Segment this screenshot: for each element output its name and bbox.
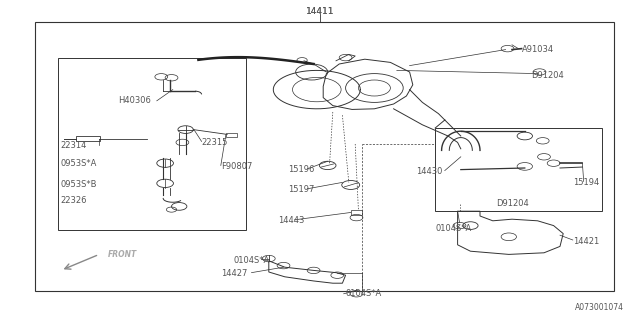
Text: 14427: 14427 (221, 269, 247, 278)
Text: 15196: 15196 (288, 165, 314, 174)
Bar (435, 128, 602, 211)
Text: 0953S*B: 0953S*B (61, 180, 97, 188)
Text: D91204: D91204 (496, 199, 529, 208)
Bar (35, 22, 614, 291)
Text: A073001074: A073001074 (575, 303, 624, 312)
Text: 0104S*A: 0104S*A (435, 224, 472, 233)
Text: 22315: 22315 (202, 138, 228, 147)
Text: 22326: 22326 (61, 196, 87, 204)
Bar (76, 136, 100, 141)
Text: FRONT: FRONT (108, 250, 137, 259)
Bar (351, 210, 362, 215)
Text: 0104S*A: 0104S*A (234, 256, 270, 265)
Text: 0953S*A: 0953S*A (61, 159, 97, 168)
Bar (226, 133, 237, 137)
Text: 22314: 22314 (61, 141, 87, 150)
Text: A91034: A91034 (522, 45, 554, 54)
Text: 14411: 14411 (306, 7, 334, 16)
Bar (58, 58, 246, 230)
Text: 15194: 15194 (573, 178, 599, 187)
Text: 15197: 15197 (288, 185, 314, 194)
Text: D91204: D91204 (531, 71, 564, 80)
Text: 0104S*A: 0104S*A (346, 289, 382, 298)
Text: 14443: 14443 (278, 216, 305, 225)
Text: H40306: H40306 (118, 96, 151, 105)
Text: 14430: 14430 (416, 167, 442, 176)
Text: 14421: 14421 (573, 237, 599, 246)
Text: F90807: F90807 (221, 162, 252, 171)
Text: 14411: 14411 (306, 7, 334, 16)
